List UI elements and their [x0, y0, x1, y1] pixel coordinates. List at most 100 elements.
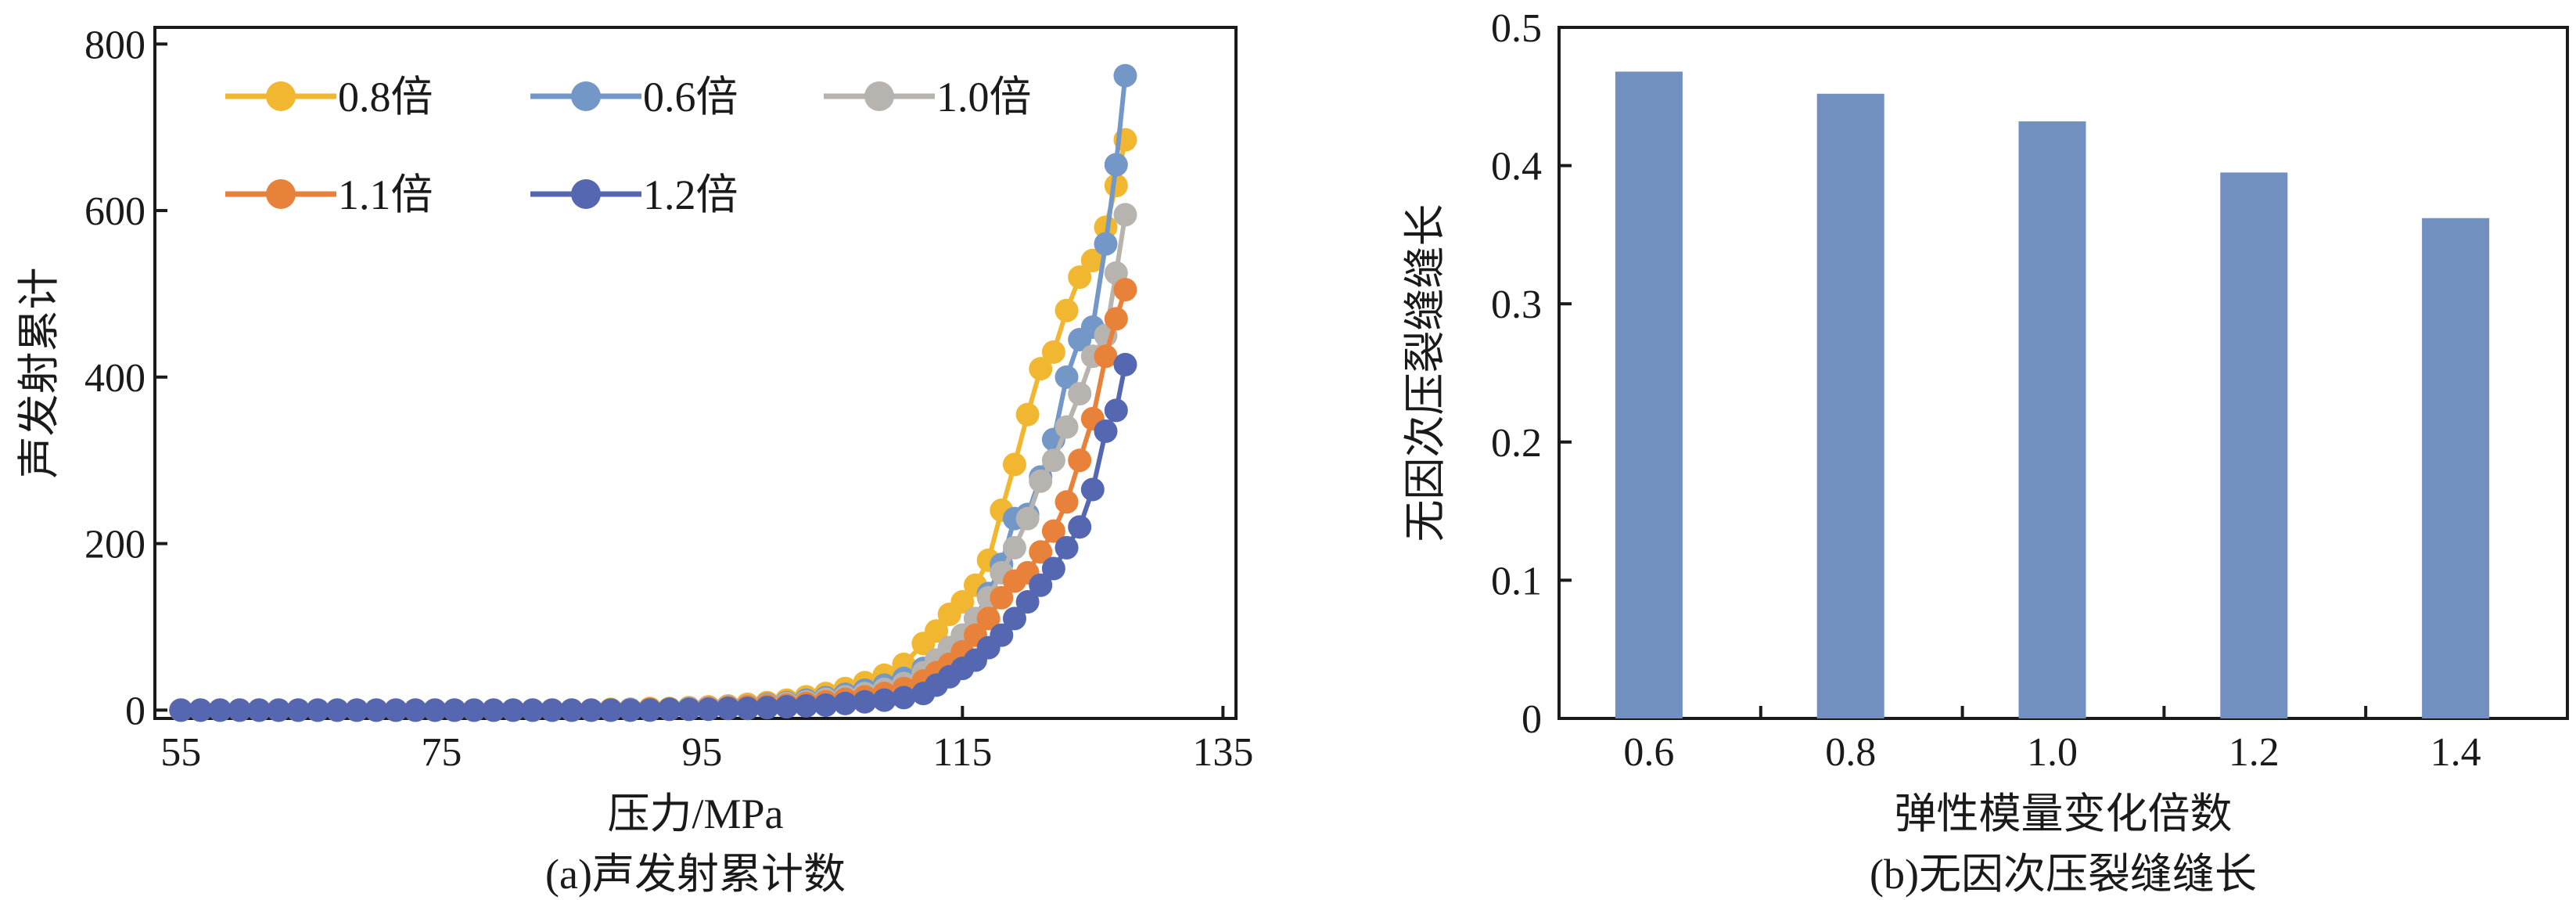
data-point [1041, 519, 1065, 543]
data-point [735, 697, 760, 721]
data-point [755, 696, 779, 720]
data-point [208, 698, 232, 722]
y-tick-label: 800 [84, 23, 146, 67]
y-tick-label: 0.4 [1491, 145, 1542, 189]
x-tick-label: 95 [681, 730, 722, 775]
y-axis-label: 无因次压裂缝缝长 [1402, 204, 1449, 542]
data-point [520, 698, 544, 722]
data-point [1029, 540, 1053, 564]
data-point [1113, 278, 1137, 302]
data-point [501, 698, 525, 722]
y-axis-label: 声发射累计 [16, 268, 63, 479]
data-point [1054, 535, 1079, 560]
x-axis-label: 压力/MPa [607, 790, 783, 837]
data-point [716, 697, 740, 721]
data-point [950, 590, 975, 614]
data-point [1113, 63, 1137, 88]
data-point [657, 697, 681, 722]
y-tick-label: 0.1 [1491, 559, 1542, 603]
legend-label: 1.2倍 [643, 171, 738, 218]
y-tick-label: 0 [125, 689, 146, 733]
data-point [990, 623, 1014, 647]
data-point [1041, 448, 1065, 473]
data-point [814, 693, 838, 717]
data-point [345, 698, 369, 722]
data-point [925, 619, 949, 643]
data-point [1113, 352, 1137, 376]
data-point [325, 698, 350, 722]
data-point [189, 698, 213, 722]
data-point [1029, 357, 1053, 381]
data-point [286, 698, 311, 722]
data-point [1015, 402, 1040, 427]
data-point [559, 698, 584, 722]
data-point [1054, 365, 1079, 389]
legend-marker [571, 81, 601, 111]
data-point [1002, 607, 1026, 631]
data-point [1104, 398, 1128, 423]
data-point [1104, 153, 1128, 177]
bar-0.6 [1615, 71, 1683, 718]
data-point [990, 585, 1014, 610]
data-point [365, 698, 389, 722]
data-point [247, 698, 271, 722]
x-tick-label: 75 [421, 730, 462, 775]
x-tick-label: 55 [160, 730, 201, 775]
data-point [1015, 506, 1040, 531]
chart-a-acoustic-emission: 55 75 95 115 135 0 200 400 600 800 0.8倍 0.6倍 1.0倍 1.1… [16, 23, 1253, 898]
chart-b-fracture-length: 0 0.1 0.2 0.3 0.4 0.5 0.6 0.8 1.0 1.2 1.4 弹性模量变化倍数 无… [1402, 6, 2569, 898]
bar-0.8 [1816, 93, 1884, 718]
legend-marker [864, 81, 894, 111]
data-point [833, 691, 857, 715]
data-point [1068, 265, 1092, 290]
data-point [462, 698, 486, 722]
data-point [422, 698, 447, 722]
legend-marker [571, 179, 601, 209]
legend-label: 0.6倍 [643, 74, 738, 121]
y-tick-label: 0 [1522, 697, 1542, 742]
y-tick-label: 0.3 [1491, 283, 1542, 327]
data-point [1054, 298, 1079, 322]
data-point [794, 694, 818, 718]
legend-label: 1.1倍 [338, 171, 433, 218]
data-point [1029, 469, 1053, 493]
x-tick-label: 1.0 [2027, 730, 2078, 775]
data-point [696, 697, 720, 722]
data-point [1041, 340, 1065, 364]
x-tick-label: 0.8 [1825, 730, 1876, 775]
data-point [1068, 448, 1092, 473]
data-point [306, 698, 330, 722]
data-point [1068, 382, 1092, 406]
data-point [1029, 573, 1053, 597]
y-tick-label: 400 [84, 356, 146, 401]
data-point [1054, 490, 1079, 514]
data-point [1015, 590, 1040, 614]
bar-1.4 [2422, 218, 2490, 718]
caption-a: (a)声发射累计数 [545, 851, 846, 898]
data-point [1068, 515, 1092, 539]
data-point [1113, 203, 1137, 227]
data-point [1080, 248, 1105, 272]
data-point [872, 688, 896, 712]
data-point [540, 698, 564, 722]
x-axis-label: 弹性模量变化倍数 [1895, 790, 2233, 837]
data-point [853, 689, 877, 714]
data-point [892, 686, 916, 710]
data-point [618, 698, 642, 722]
data-point [1054, 415, 1079, 439]
x-tick-label: 1.4 [2430, 730, 2481, 775]
legend-label: 1.0倍 [936, 74, 1032, 121]
y-tick-label: 600 [84, 189, 146, 234]
x-tick-label: 115 [932, 730, 992, 775]
legend-marker [266, 179, 296, 209]
data-point [638, 698, 662, 722]
legend-label: 0.8倍 [338, 74, 433, 121]
bar-1.2 [2220, 172, 2288, 718]
x-tick-label: 135 [1192, 730, 1253, 775]
data-point [169, 698, 193, 722]
data-point [1080, 477, 1105, 502]
data-point [774, 695, 799, 719]
data-point [1002, 535, 1026, 560]
x-tick-label: 0.6 [1623, 730, 1674, 775]
